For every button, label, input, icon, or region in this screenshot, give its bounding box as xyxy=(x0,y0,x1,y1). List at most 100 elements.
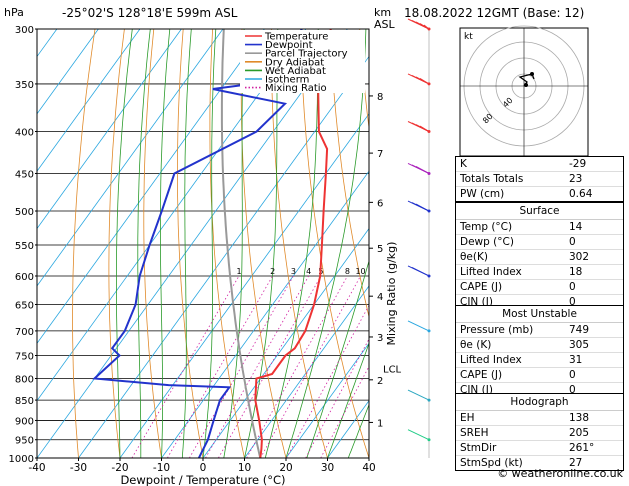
temperature-tick-label: 0 xyxy=(200,462,207,474)
temperature-tick-label: -40 xyxy=(28,462,45,474)
index-row-tt: Totals Totals 23 xyxy=(456,172,623,187)
surface-title: Surface xyxy=(456,203,623,220)
surface-row: Lifted Index 18 xyxy=(456,265,623,280)
mixing-ratio-label: 1 xyxy=(236,267,241,276)
mixing-ratio-label: 10 xyxy=(355,267,365,276)
pressure-tick-label: 950 xyxy=(15,436,34,447)
height-km-label: 2 xyxy=(377,376,383,387)
dry-adiabat xyxy=(143,29,162,458)
dry-adiabat xyxy=(359,29,369,131)
wet-adiabat xyxy=(244,29,279,458)
x-axis-label: Dewpoint / Temperature (°C) xyxy=(120,473,285,486)
isotherm-line xyxy=(37,29,224,287)
hodograph-point xyxy=(530,72,534,76)
storm-motion-point xyxy=(524,83,528,87)
wind-barb-mark xyxy=(423,24,430,30)
temperature-tick-label: -20 xyxy=(111,462,128,474)
isotherm-line xyxy=(244,285,369,458)
temperature-tick-label: -30 xyxy=(70,462,87,474)
indices-box: K -29 Totals Totals 23 PW (cm) 0.64 xyxy=(455,156,624,202)
dry-adiabat xyxy=(300,29,369,458)
dry-adiabat xyxy=(108,29,125,458)
wet-adiabat xyxy=(160,29,171,458)
legend-label: Parcel Trajectory xyxy=(265,49,348,60)
surface-row: CAPE (J) 0 xyxy=(456,280,623,295)
surface-row: θe(K) 302 xyxy=(456,250,623,265)
temperature-tick-label: 10 xyxy=(238,462,251,474)
pressure-tick-label: 900 xyxy=(15,416,34,427)
mixing-ratio-label: 2 xyxy=(270,267,275,276)
mixing-ratio-label: 3 xyxy=(291,267,296,276)
mixing-ratio-line xyxy=(260,275,361,458)
wind-barb-mark xyxy=(407,389,430,401)
legend-label: Dry Adiabat xyxy=(265,57,324,68)
height-km-label: 3 xyxy=(377,333,383,344)
wind-barb-mark xyxy=(407,429,430,441)
surface-box: Surface Temp (°C) 14 Dewp (°C) 0 θe(K) 302 … xyxy=(455,202,624,310)
temperature-tick-label: 40 xyxy=(362,462,375,474)
km-label: km xyxy=(374,6,392,19)
mu-row: θe (K) 305 xyxy=(456,338,623,353)
isotherm-line xyxy=(37,29,182,230)
pressure-tick-label: 800 xyxy=(15,374,34,385)
hodograph-units-label: kt xyxy=(464,32,473,42)
pressure-tick-label: 350 xyxy=(15,80,34,91)
isotherm-line xyxy=(37,29,99,115)
pressure-tick-label: 850 xyxy=(15,396,34,407)
pressure-tick-label: 500 xyxy=(15,207,34,218)
pressure-units: hPa xyxy=(4,6,24,19)
dry-adiabat xyxy=(209,29,245,458)
wind-barbs xyxy=(407,18,431,458)
datetime-title: 18.08.2022 12GMT (Base: 12) xyxy=(404,6,585,20)
isotherm-line xyxy=(119,113,369,458)
pressure-tick-label: 600 xyxy=(15,272,34,283)
temperature-tick-label: -10 xyxy=(153,462,170,474)
hodograph-stats-box: Hodograph EH 138 SREH 205 StmDir 261° StmSp… xyxy=(455,393,624,471)
lcl-label: LCL xyxy=(383,365,402,376)
mu-row: Pressure (mb) 749 xyxy=(456,323,623,338)
wind-barb-mark xyxy=(415,166,430,174)
height-km-label: 8 xyxy=(377,92,383,103)
isotherm-line xyxy=(285,342,369,458)
pressure-tick-label: 400 xyxy=(15,128,34,139)
wet-adiabat xyxy=(264,29,319,458)
legend-label: Isotherm xyxy=(265,75,309,86)
mixing-ratio-line xyxy=(189,275,294,458)
wet-adiabat xyxy=(223,29,245,458)
wet-adiabat xyxy=(347,403,369,458)
pressure-tick-label: 450 xyxy=(15,169,34,180)
mixing-ratio-line xyxy=(205,275,310,458)
pressure-tick-label: 650 xyxy=(15,301,34,312)
wet-adiabat xyxy=(202,29,217,458)
legend-label: Dewpoint xyxy=(265,40,313,51)
wet-adiabat xyxy=(327,342,369,458)
mixing-ratio-line xyxy=(167,275,273,458)
pressure-tick-label: 700 xyxy=(15,327,34,338)
hodo-row: SREH 205 xyxy=(456,426,623,441)
mixing-ratio-line xyxy=(131,275,240,458)
dry-adiabat xyxy=(72,29,96,458)
dewpoint-profile-line xyxy=(92,29,303,458)
mixing-ratio-label: 20 xyxy=(398,267,408,276)
mu-row: CAPE (J) 0 xyxy=(456,368,623,383)
most-unstable-title: Most Unstable xyxy=(456,306,623,323)
isotherm-line xyxy=(78,55,369,458)
most-unstable-box: Most Unstable Pressure (mb) 749 θe (K) 305… xyxy=(455,305,624,398)
dry-adiabat xyxy=(176,29,204,458)
height-km-label: 4 xyxy=(377,292,383,303)
isotherm-line xyxy=(202,227,369,458)
wet-adiabat xyxy=(116,29,133,458)
parcel-trajectory-line xyxy=(220,29,262,458)
legend-label: Temperature xyxy=(264,32,328,43)
mixing-ratio-label: 8 xyxy=(345,267,350,276)
mixing-ratio-axis-label: Mixing Ratio (g/kg) xyxy=(385,242,398,346)
pressure-tick-label: 300 xyxy=(15,25,34,36)
wind-barb-mark xyxy=(419,125,430,132)
mixing-ratio-label: 4 xyxy=(306,267,311,276)
temperature-tick-label: 30 xyxy=(321,462,334,474)
location-title: -25°02'S 128°18'E 599m ASL xyxy=(62,6,238,20)
dry-adiabat xyxy=(624,29,629,458)
